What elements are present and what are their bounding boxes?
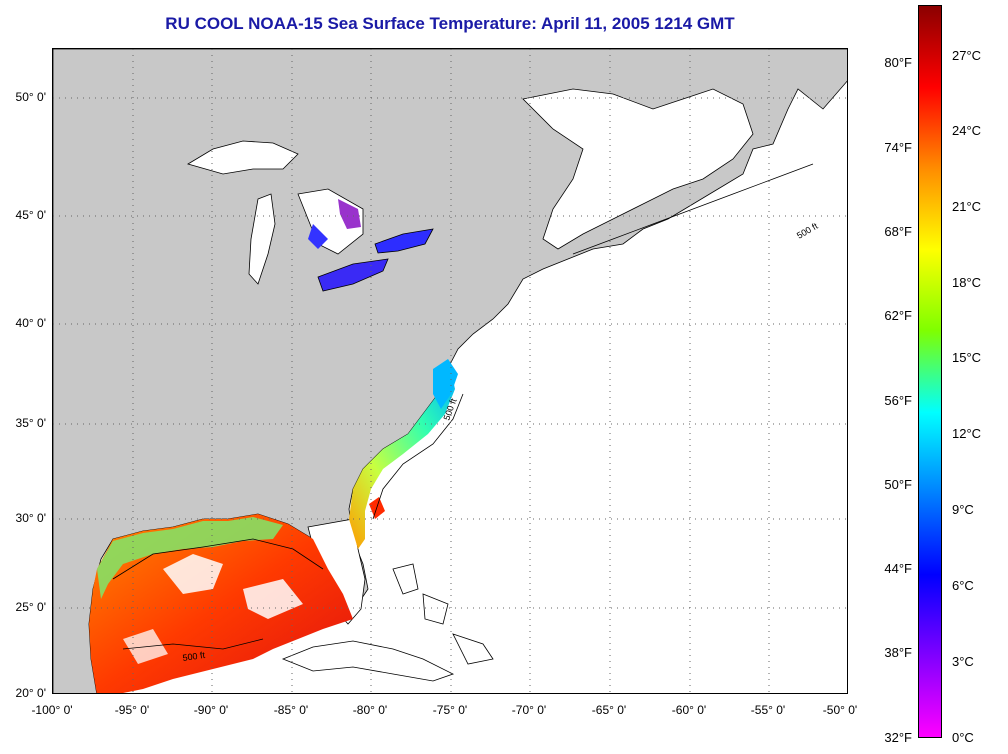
colorbar-c-9: 9°C xyxy=(952,502,974,517)
lake-erie xyxy=(317,258,389,292)
gulf-cloud-gap-2 xyxy=(243,579,303,619)
lat-label-45: 45° 0' xyxy=(15,208,46,222)
colorbar-f-74: 74°F xyxy=(884,140,912,155)
gulf-cloud-gap-1 xyxy=(163,554,223,594)
lon-label-neg55: -55° 0' xyxy=(750,703,786,717)
lon-label-neg65: -65° 0' xyxy=(591,703,627,717)
colorbar-c-6: 6°C xyxy=(952,578,974,593)
lon-label-neg60: -60° 0' xyxy=(671,703,707,717)
land-cuba xyxy=(281,640,455,682)
atlantic-coastal-sst xyxy=(349,371,455,549)
colorbar-c-3: 3°C xyxy=(952,654,974,669)
colorbar-c-21: 21°C xyxy=(952,199,982,214)
colorbar-f-56: 56°F xyxy=(884,393,912,408)
lake-ontario xyxy=(374,228,434,254)
lake-superior xyxy=(187,140,299,175)
lat-label-25: 25° 0' xyxy=(15,600,46,614)
lat-label-20: 20° 0' xyxy=(15,686,46,700)
colorbar-f-50: 50°F xyxy=(884,477,912,492)
map-title: RU COOL NOAA-15 Sea Surface Temperature:… xyxy=(165,14,735,33)
lon-label-neg100: -100° 0' xyxy=(31,703,73,717)
colorbar-f-44: 44°F xyxy=(884,561,912,576)
lake-huron-cold-patch xyxy=(338,199,361,229)
contour-label-gulf: 500 ft xyxy=(182,650,206,663)
map-canvas: 500 ft 500 ft 500 ft xyxy=(53,49,847,693)
colorbar-f-38: 38°F xyxy=(884,645,912,660)
lat-label-30: 30° 0' xyxy=(15,511,46,525)
graticule xyxy=(53,49,847,693)
temperature-colorbar xyxy=(918,5,942,738)
depth-contour-atlantic xyxy=(372,163,814,520)
colorbar-f-62: 62°F xyxy=(884,308,912,323)
colorbar-c-24: 24°C xyxy=(952,123,982,138)
lat-label-50: 50° 0' xyxy=(15,90,46,104)
sst-map: 500 ft 500 ft 500 ft xyxy=(52,48,848,694)
lon-label-neg75: -75° 0' xyxy=(432,703,468,717)
lon-label-neg85: -85° 0' xyxy=(273,703,309,717)
lat-label-35: 35° 0' xyxy=(15,416,46,430)
lon-label-neg80: -80° 0' xyxy=(352,703,388,717)
colorbar-f-68: 68°F xyxy=(884,224,912,239)
gulf-of-st-lawrence xyxy=(522,88,754,250)
lake-michigan-cold-patch xyxy=(308,224,328,249)
colorbar-c-0: 0°C xyxy=(952,730,974,745)
chesapeake-cold-water xyxy=(433,359,458,409)
lake-michigan xyxy=(248,193,276,285)
lon-label-neg95: -95° 0' xyxy=(114,703,150,717)
colorbar-f-32: 32°F xyxy=(884,730,912,745)
lon-label-neg70: -70° 0' xyxy=(511,703,547,717)
lon-label-neg90: -90° 0' xyxy=(193,703,229,717)
colorbar-c-12: 12°C xyxy=(952,426,982,441)
colorbar-f-80: 80°F xyxy=(884,55,912,70)
depth-contour-gulf xyxy=(112,538,324,650)
lat-label-40: 40° 0' xyxy=(15,316,46,330)
bahamas-islands xyxy=(392,563,494,665)
lon-label-neg50: -50° 0' xyxy=(822,703,858,717)
colorbar-c-27: 27°C xyxy=(952,48,982,63)
gulf-shelf-cool-water xyxy=(97,517,283,599)
colorbar-c-18: 18°C xyxy=(952,275,982,290)
colorbar-c-15: 15°C xyxy=(952,350,982,365)
